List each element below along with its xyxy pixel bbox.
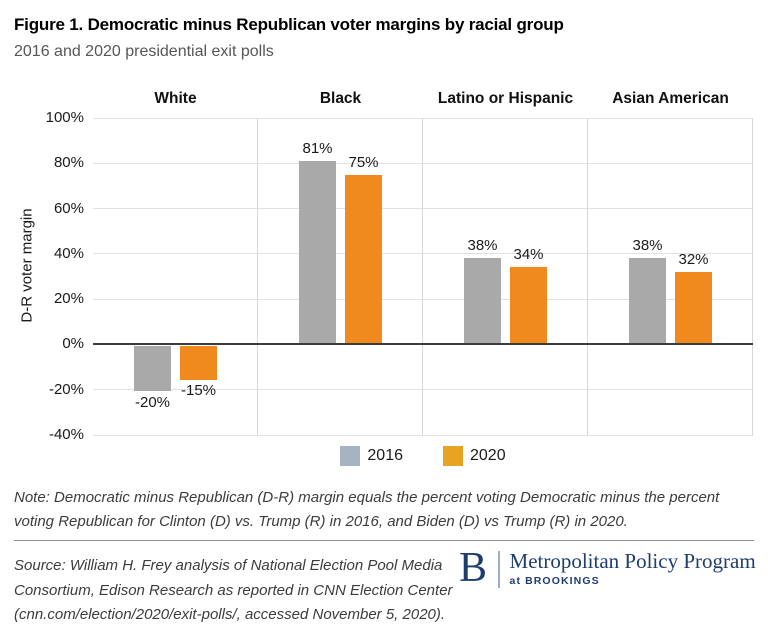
bar-value-label: 38%	[467, 237, 498, 255]
bar-value-label: 81%	[302, 140, 333, 158]
bar-value-label: -20%	[134, 393, 171, 411]
bar-2020	[675, 271, 712, 345]
gridline	[93, 253, 753, 255]
gridline	[93, 208, 753, 210]
logo-brookings-tag: at BROOKINGS	[509, 575, 600, 587]
bar-2020	[345, 174, 382, 345]
panel-separator	[587, 118, 588, 435]
zero-axis-line	[93, 343, 753, 346]
legend-label: 2020	[470, 447, 506, 464]
legend-swatch-2016	[340, 446, 361, 466]
category-header: Asian American	[612, 90, 729, 107]
bar-2016	[464, 258, 501, 345]
bar-value-label: 38%	[632, 237, 663, 255]
logo-text: Metropolitan Policy Program at BROOKINGS	[510, 548, 756, 588]
y-tick-label: 40%	[53, 244, 84, 262]
figure-title: Figure 1. Democratic minus Republican vo…	[14, 15, 564, 34]
y-tick-label: -20%	[48, 380, 84, 398]
y-tick-label: 100%	[45, 109, 84, 126]
panel-separator	[257, 118, 258, 435]
chart-legend: 2016 2020	[93, 446, 753, 466]
gridline	[93, 389, 753, 391]
y-tick-label: 20%	[53, 290, 84, 308]
y-tick-label: 0%	[62, 335, 84, 353]
bar-2016	[134, 345, 171, 392]
bar-2020	[180, 345, 217, 380]
y-tick-label: 80%	[53, 154, 84, 172]
category-header: White	[154, 90, 197, 107]
bar-2016	[299, 161, 336, 345]
panel-separator	[752, 118, 753, 435]
gridline	[93, 298, 753, 300]
bar-2016	[629, 258, 666, 345]
bar-value-label: -15%	[180, 382, 217, 400]
brookings-b-mark: B	[459, 545, 488, 591]
footer-divider	[14, 540, 754, 541]
category-header: Latino or Hispanic	[437, 90, 574, 107]
legend-item-2016: 2016	[340, 446, 403, 466]
legend-label: 2016	[367, 447, 403, 464]
brookings-logo: B Metropolitan Policy Program at BROOKIN…	[459, 545, 756, 591]
gridline	[93, 117, 753, 119]
bar-value-label: 75%	[348, 153, 379, 171]
panel-separator	[422, 118, 423, 435]
bar-chart: D-R voter margin 100% 80% 60% 40% 20% 0% -20% -…	[19, 90, 753, 466]
logo-divider	[498, 551, 500, 588]
note-text: Note: Democratic minus Republican (D-R) …	[14, 489, 720, 530]
gridline	[93, 162, 753, 164]
legend-item-2020: 2020	[443, 446, 506, 466]
bar-value-label: 32%	[678, 250, 709, 268]
gridline	[93, 434, 753, 436]
category-header: Black	[319, 90, 362, 107]
bar-2020	[510, 267, 547, 345]
bar-value-label: 34%	[513, 246, 544, 264]
y-tick-label: 60%	[53, 199, 84, 217]
y-tick-label: -40%	[48, 426, 84, 443]
source-text: Source: William H. Frey analysis of Nati…	[14, 557, 453, 623]
logo-program-name: Metropolitan Policy Program	[509, 549, 756, 573]
figure-subtitle: 2016 and 2020 presidential exit polls	[14, 43, 274, 60]
legend-swatch-2020	[443, 446, 463, 466]
